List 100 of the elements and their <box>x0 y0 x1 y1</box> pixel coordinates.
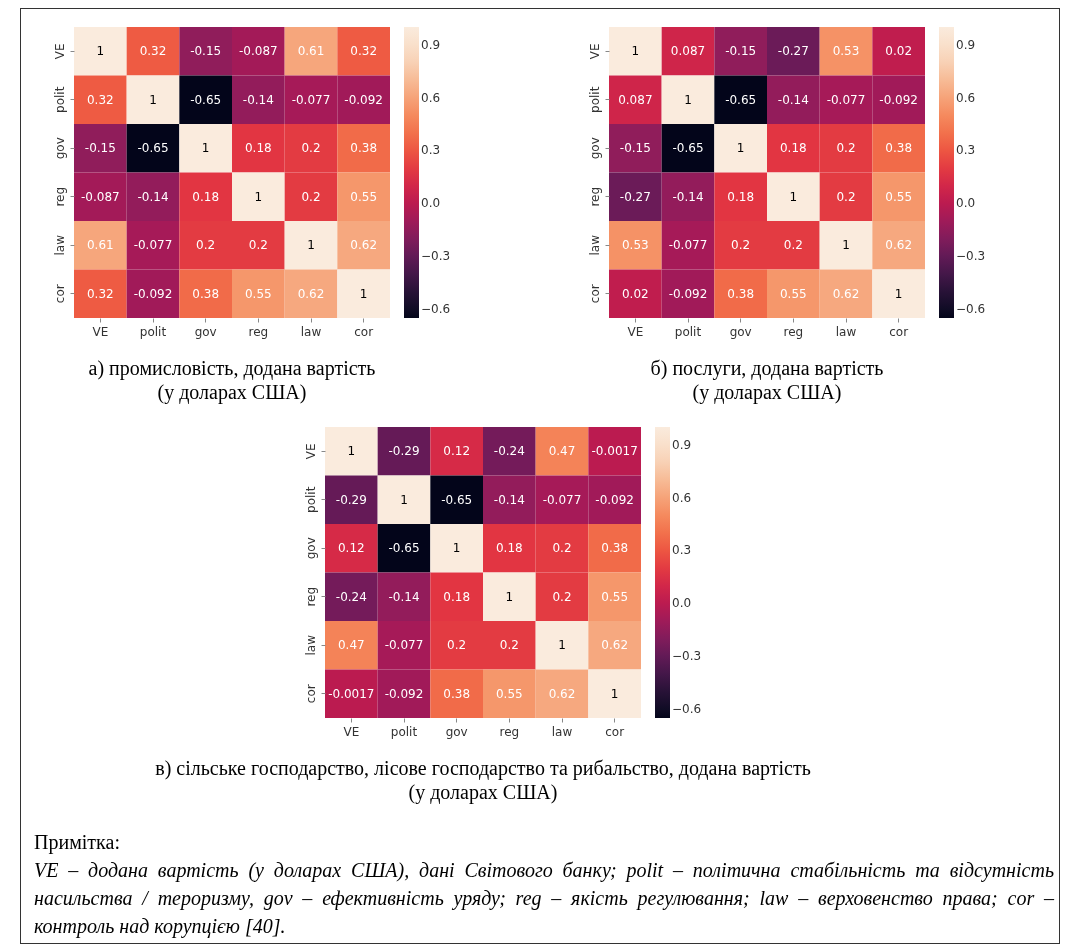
x-tick-label: cor <box>889 324 909 339</box>
data-label: 0.18 <box>192 189 220 204</box>
data-label: 1 <box>684 92 692 107</box>
x-tick-label: gov <box>445 724 468 739</box>
data-label: 0.18 <box>244 141 272 156</box>
data-label: -0.077 <box>668 238 708 253</box>
data-label: 0.62 <box>350 238 378 253</box>
text: б) послуги, додана вартість <box>650 357 884 380</box>
data-label: -0.092 <box>133 286 173 301</box>
color-bar-label: −0.6 <box>956 302 986 317</box>
data-label: 0.2 <box>499 638 519 653</box>
x-tick-label: reg <box>248 324 269 339</box>
data-label: 0.55 <box>244 286 272 301</box>
data-label: 0.53 <box>621 238 649 253</box>
x-tick-label: law <box>835 324 857 339</box>
text: Примітка: <box>34 830 121 856</box>
data-label: -0.27 <box>619 189 651 204</box>
data-label: 0.12 <box>337 541 365 556</box>
data-label: -0.087 <box>238 44 278 59</box>
color-bar-label: −0.3 <box>956 249 986 264</box>
y-tick-label: reg <box>303 586 318 607</box>
data-label: 0.62 <box>832 286 860 301</box>
color-bar-label: 0.9 <box>672 437 692 452</box>
color-bar-label: −0.6 <box>672 702 702 717</box>
x-tick-label: reg <box>499 724 520 739</box>
data-label: 0.18 <box>495 541 523 556</box>
data-label: -0.24 <box>335 589 367 604</box>
data-label: 1 <box>149 92 157 107</box>
data-label: -0.65 <box>441 492 473 507</box>
data-label: 0.38 <box>727 286 755 301</box>
data-label: 0.2 <box>447 638 467 653</box>
x-tick-label: VE <box>92 324 109 339</box>
data-label: 1 <box>347 444 356 459</box>
data-label: 1 <box>505 589 514 604</box>
y-tick-label: gov <box>52 137 67 160</box>
data-label: 1 <box>842 238 850 253</box>
data-label: 0.18 <box>779 141 807 156</box>
data-label: 1 <box>736 141 745 156</box>
color-bar-label: −0.3 <box>672 649 702 664</box>
data-label: -0.27 <box>777 44 809 59</box>
data-label: 1 <box>254 189 263 204</box>
data-label: 0.55 <box>779 286 807 301</box>
data-label: -0.15 <box>619 141 651 156</box>
data-label: 0.55 <box>885 189 913 204</box>
data-label: 0.12 <box>443 444 471 459</box>
data-label: 1 <box>894 286 903 301</box>
data-label: 1 <box>400 492 408 507</box>
text: (у доларах США) <box>692 381 842 404</box>
data-label: 1 <box>452 541 461 556</box>
data-label: 0.47 <box>337 638 365 653</box>
data-label: 0.61 <box>297 44 325 59</box>
y-tick-label: VE <box>587 43 602 60</box>
data-label: -0.14 <box>493 492 525 507</box>
data-label: 0.2 <box>301 141 321 156</box>
data-label: -0.077 <box>291 92 331 107</box>
x-tick-label: cor <box>354 324 374 339</box>
data-label: -0.0017 <box>328 686 375 701</box>
data-label: -0.14 <box>777 92 809 107</box>
data-label: 0.38 <box>192 286 220 301</box>
y-tick-label: VE <box>303 443 318 460</box>
data-label: -0.092 <box>668 286 708 301</box>
text: в) сільське господарство, лісове господарство та рибальство, додана вартість <box>155 757 811 780</box>
data-label: 0.55 <box>601 589 629 604</box>
x-tick-label: polit <box>139 324 167 339</box>
data-label: 1 <box>201 141 210 156</box>
data-label: 0.2 <box>196 238 216 253</box>
y-tick-label: polit <box>587 86 602 113</box>
data-label: 0.18 <box>443 589 471 604</box>
x-tick-label: law <box>551 724 573 739</box>
color-bar-label: 0.6 <box>672 490 692 505</box>
data-label: -0.077 <box>133 238 173 253</box>
data-label: 1 <box>359 286 368 301</box>
data-label: -0.14 <box>388 589 420 604</box>
y-tick-label: reg <box>52 186 67 207</box>
data-label: -0.087 <box>80 189 120 204</box>
color-bar-label: 0.0 <box>421 196 441 211</box>
data-label: 0.18 <box>727 189 755 204</box>
data-label: 1 <box>789 189 798 204</box>
data-label: -0.15 <box>190 44 222 59</box>
y-tick-label: law <box>52 234 67 256</box>
data-label: -0.29 <box>335 492 367 507</box>
text: (у доларах США) <box>157 381 307 404</box>
color-bar-label: −0.3 <box>421 249 451 264</box>
data-label: 0.62 <box>885 238 913 253</box>
data-label: 0.32 <box>139 44 167 59</box>
data-label: -0.29 <box>388 444 420 459</box>
data-label: -0.077 <box>542 492 582 507</box>
data-label: 1 <box>307 238 315 253</box>
data-label: 0.087 <box>670 44 706 59</box>
data-label: -0.077 <box>826 92 866 107</box>
color-bar-label: 0.0 <box>956 196 976 211</box>
x-tick-label: VE <box>343 724 360 739</box>
y-tick-label: cor <box>52 284 67 304</box>
y-tick-label: gov <box>303 537 318 560</box>
y-tick-label: cor <box>587 284 602 304</box>
data-label: -0.077 <box>384 638 424 653</box>
x-tick-label: polit <box>674 324 702 339</box>
data-label: 0.62 <box>601 638 629 653</box>
data-label: -0.15 <box>84 141 116 156</box>
x-tick-label: cor <box>605 724 625 739</box>
